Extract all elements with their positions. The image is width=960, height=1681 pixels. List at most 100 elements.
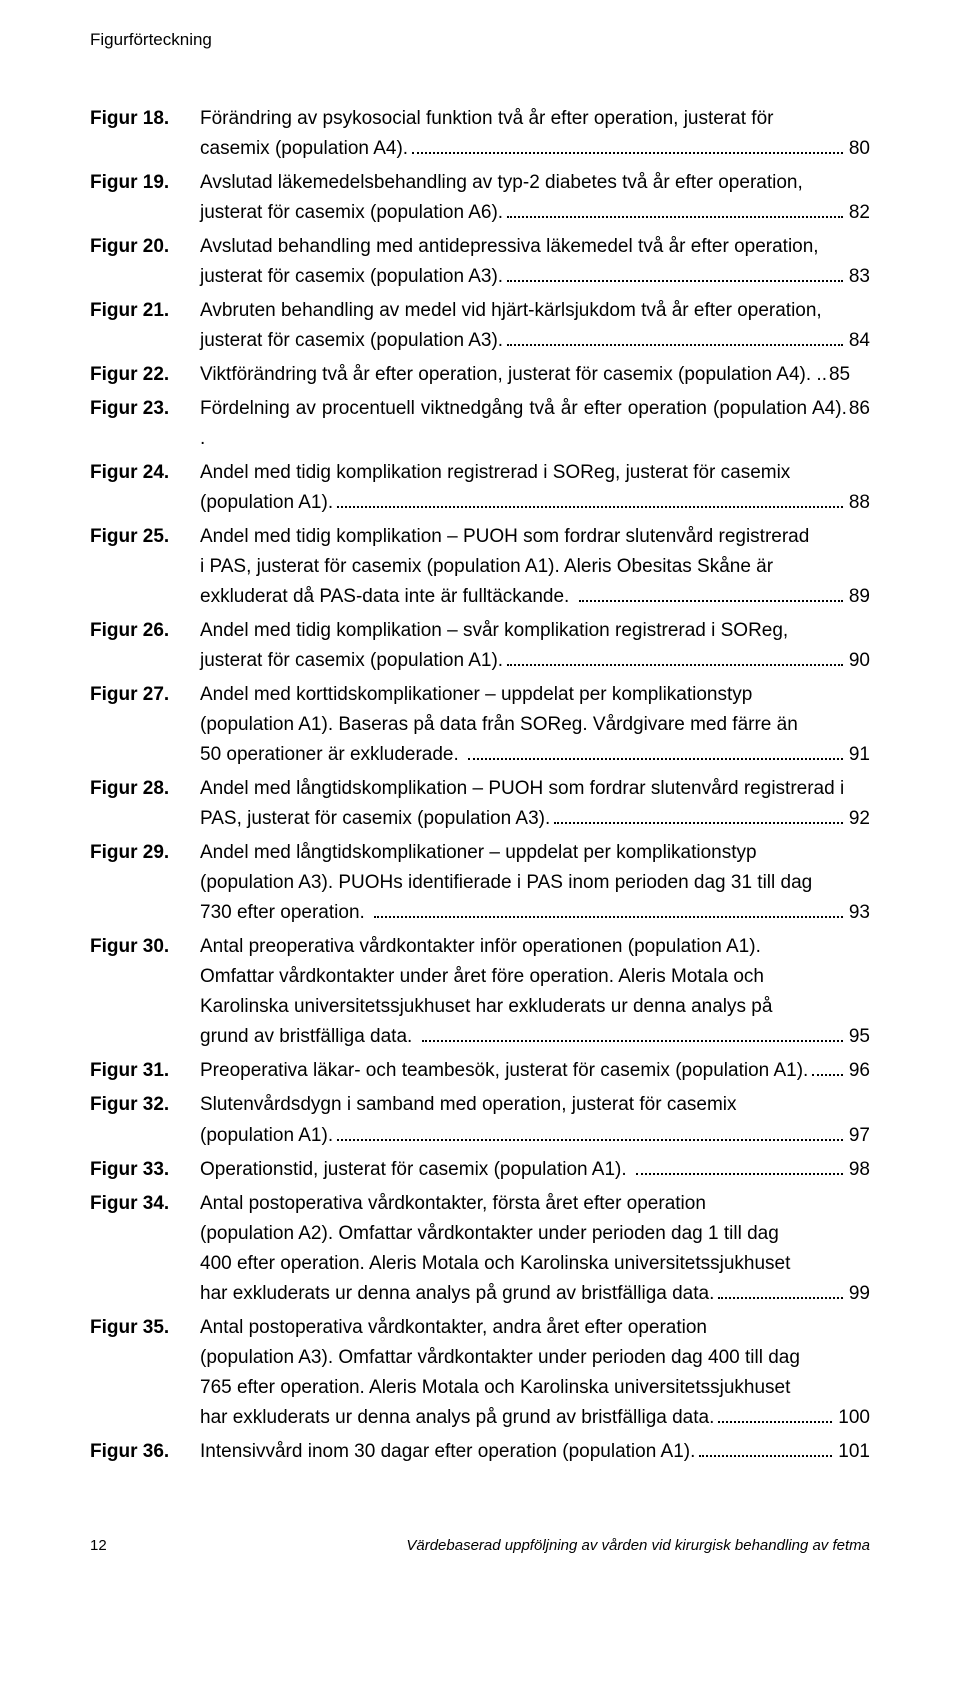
entry-page: 97 xyxy=(847,1121,870,1151)
leader-dots xyxy=(699,1438,832,1457)
leader-dots xyxy=(507,263,843,282)
entry-label: Figur 32. xyxy=(90,1090,200,1120)
entry-line: exkluderat då PAS-data inte är fulltäcka… xyxy=(200,582,870,612)
section-header: Figurförteckning xyxy=(90,30,870,50)
list-item: Figur 21.Avbruten behandling av medel vi… xyxy=(90,296,870,356)
entry-text: (population A1). xyxy=(200,1121,333,1151)
list-item: Figur 18.Förändring av psykosocial funkt… xyxy=(90,104,870,164)
entry-line: Antal postoperativa vårdkontakter, andra… xyxy=(200,1313,870,1343)
entry-label: Figur 36. xyxy=(90,1437,200,1467)
entry-line: (population A1). 88 xyxy=(200,488,870,518)
list-item: Figur 31.Preoperativa läkar- och teambes… xyxy=(90,1056,870,1086)
leader-dots xyxy=(579,583,843,602)
entry-line: 400 efter operation. Aleris Motala och K… xyxy=(200,1249,870,1279)
entry-text: justerat för casemix (population A3). xyxy=(200,326,503,356)
entry-text: Avbruten behandling av medel vid hjärt-k… xyxy=(200,296,822,326)
list-item: Figur 36.Intensivvård inom 30 dagar efte… xyxy=(90,1437,870,1467)
entry-line: i PAS, justerat för casemix (population … xyxy=(200,552,870,582)
entry-text: Operationstid, justerat för casemix (pop… xyxy=(200,1155,632,1185)
entry-line: Andel med tidig komplikation registrerad… xyxy=(200,458,870,488)
entry-label: Figur 25. xyxy=(90,522,200,552)
entry-body: Andel med tidig komplikation – svår komp… xyxy=(200,616,870,676)
entry-label: Figur 24. xyxy=(90,458,200,488)
entry-label: Figur 22. xyxy=(90,360,200,390)
entry-body: Preoperativa läkar- och teambesök, juste… xyxy=(200,1056,870,1086)
entry-page: 93 xyxy=(847,898,870,928)
entry-text: Antal preoperativa vårdkontakter inför o… xyxy=(200,932,761,962)
entry-page: 84 xyxy=(847,326,870,356)
page-footer: 12 Värdebaserad uppföljning av vården vi… xyxy=(90,1537,870,1554)
entry-line: har exkluderats ur denna analys på grund… xyxy=(200,1279,870,1309)
leader-dots xyxy=(554,805,843,824)
entry-line: (population A3). PUOHs identifierade i P… xyxy=(200,868,870,898)
entry-line: PAS, justerat för casemix (population A3… xyxy=(200,804,870,834)
entry-body: Andel med tidig komplikation registrerad… xyxy=(200,458,870,518)
leader-dots xyxy=(812,1057,843,1076)
leader-dots xyxy=(468,741,843,760)
leader-dots xyxy=(422,1023,843,1042)
list-item: Figur 19.Avslutad läkemedelsbehandling a… xyxy=(90,168,870,228)
leader-dots xyxy=(718,1279,842,1298)
entry-line: Andel med tidig komplikation – svår komp… xyxy=(200,616,870,646)
entry-text: justerat för casemix (population A1). xyxy=(200,646,503,676)
entry-line: Andel med korttidskomplikationer – uppde… xyxy=(200,680,870,710)
entry-line: (population A3). Omfattar vårdkontakter … xyxy=(200,1343,870,1373)
list-item: Figur 35.Antal postoperativa vårdkontakt… xyxy=(90,1313,870,1433)
entry-line: 765 efter operation. Aleris Motala och K… xyxy=(200,1373,870,1403)
entry-text: i PAS, justerat för casemix (population … xyxy=(200,552,773,582)
entry-body: Andel med långtidskomplikation – PUOH so… xyxy=(200,774,870,834)
entry-text: Omfattar vårdkontakter under året före o… xyxy=(200,962,764,992)
entry-page: 98 xyxy=(847,1155,870,1185)
entry-page: 99 xyxy=(847,1279,870,1309)
entry-page: 92 xyxy=(847,804,870,834)
list-item: Figur 20.Avslutad behandling med antidep… xyxy=(90,232,870,292)
list-item: Figur 32.Slutenvårdsdygn i samband med o… xyxy=(90,1090,870,1150)
entry-page: 95 xyxy=(847,1022,870,1052)
entry-text: justerat för casemix (population A3). xyxy=(200,262,503,292)
entry-text: Andel med tidig komplikation – PUOH som … xyxy=(200,522,809,552)
entry-text: (population A3). Omfattar vårdkontakter … xyxy=(200,1343,800,1373)
entry-line: Intensivvård inom 30 dagar efter operati… xyxy=(200,1437,870,1467)
entry-text: 730 efter operation. xyxy=(200,898,370,928)
entry-body: Andel med korttidskomplikationer – uppde… xyxy=(200,680,870,770)
entry-line: Fördelning av procentuell viktnedgång tv… xyxy=(200,394,870,454)
entry-text: justerat för casemix (population A6). xyxy=(200,198,503,228)
entry-body: Antal postoperativa vårdkontakter, först… xyxy=(200,1189,870,1309)
entry-line: justerat för casemix (population A3). 84 xyxy=(200,326,870,356)
list-item: Figur 30.Antal preoperativa vårdkontakte… xyxy=(90,932,870,1052)
list-item: Figur 25.Andel med tidig komplikation – … xyxy=(90,522,870,612)
leader-dots xyxy=(374,899,843,918)
entry-page: 85 xyxy=(827,360,850,390)
entry-page: 80 xyxy=(847,134,870,164)
entry-body: Avslutad behandling med antidepressiva l… xyxy=(200,232,870,292)
entry-page: 90 xyxy=(847,646,870,676)
list-item: Figur 22.Viktförändring två år efter ope… xyxy=(90,360,870,390)
entry-text: (population A1). xyxy=(200,488,333,518)
entry-page: 96 xyxy=(847,1056,870,1086)
entry-body: Andel med tidig komplikation – PUOH som … xyxy=(200,522,870,612)
entry-text: (population A3). PUOHs identifierade i P… xyxy=(200,868,812,898)
entry-text: har exkluderats ur denna analys på grund… xyxy=(200,1403,714,1433)
entry-text: Andel med korttidskomplikationer – uppde… xyxy=(200,680,752,710)
entry-text: Andel med tidig komplikation registrerad… xyxy=(200,458,790,488)
entry-page: 88 xyxy=(847,488,870,518)
entry-text: Andel med långtidskomplikationer – uppde… xyxy=(200,838,757,868)
entry-line: Antal preoperativa vårdkontakter inför o… xyxy=(200,932,870,962)
entry-text: 50 operationer är exkluderade. xyxy=(200,740,464,770)
entry-page: 83 xyxy=(847,262,870,292)
list-item: Figur 29.Andel med långtidskomplikatione… xyxy=(90,838,870,928)
entry-line: grund av bristfälliga data. 95 xyxy=(200,1022,870,1052)
entry-text: har exkluderats ur denna analys på grund… xyxy=(200,1279,714,1309)
entry-line: Operationstid, justerat för casemix (pop… xyxy=(200,1155,870,1185)
entry-label: Figur 20. xyxy=(90,232,200,262)
entry-line: Förändring av psykosocial funktion två å… xyxy=(200,104,870,134)
entry-page: 100 xyxy=(836,1403,870,1433)
entry-text: PAS, justerat för casemix (population A3… xyxy=(200,804,550,834)
entry-text: (population A2). Omfattar vårdkontakter … xyxy=(200,1219,779,1249)
entry-text: grund av bristfälliga data. xyxy=(200,1022,418,1052)
list-item: Figur 26.Andel med tidig komplikation – … xyxy=(90,616,870,676)
entry-text: (population A1). Baseras på data från SO… xyxy=(200,710,798,740)
entry-text: Preoperativa läkar- och teambesök, juste… xyxy=(200,1056,808,1086)
list-item: Figur 34.Antal postoperativa vårdkontakt… xyxy=(90,1189,870,1309)
entry-text: exkluderat då PAS-data inte är fulltäcka… xyxy=(200,582,575,612)
